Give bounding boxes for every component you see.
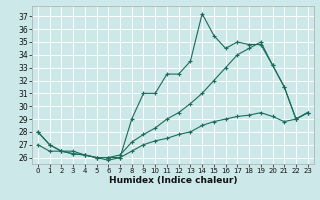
X-axis label: Humidex (Indice chaleur): Humidex (Indice chaleur) [108,176,237,185]
